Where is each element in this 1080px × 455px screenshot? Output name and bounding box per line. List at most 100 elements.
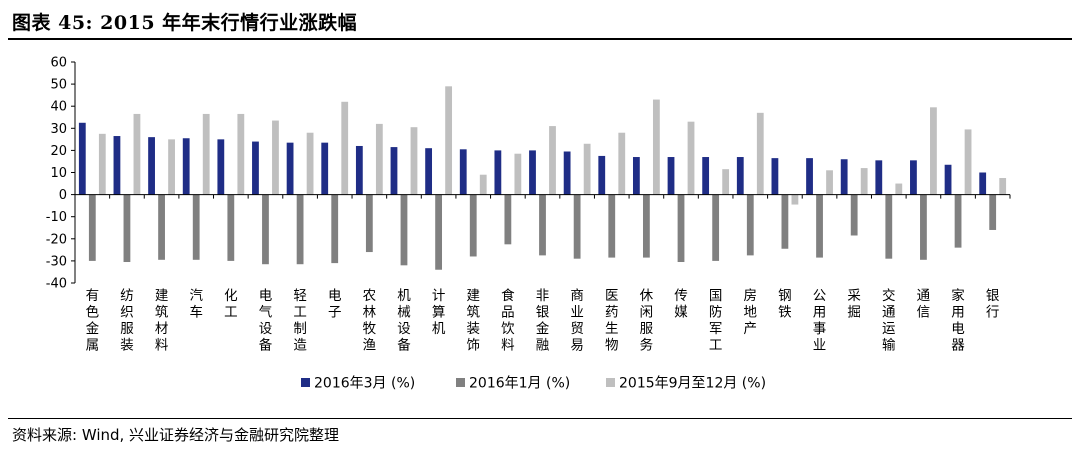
bar-series2-25 (955, 195, 962, 248)
bar-series3-7 (341, 102, 348, 195)
bar-series1-3 (183, 138, 190, 194)
bar-series1-12 (494, 150, 501, 194)
category-label: 农林牧渔 (363, 288, 377, 354)
category-label: 通信 (917, 288, 931, 321)
y-tick-label: -20 (46, 232, 67, 247)
bar-series2-15 (608, 195, 615, 258)
bar-series3-24 (930, 107, 937, 194)
category-label: 家用电器 (951, 287, 965, 354)
bar-series3-23 (895, 184, 902, 195)
bar-series1-26 (979, 173, 986, 195)
category-label: 医药生物 (605, 288, 619, 354)
category-label: 公用事业 (813, 288, 827, 354)
source-rule (8, 418, 1072, 419)
source-note: 资料来源: Wind, 兴业证券经济与金融研究院整理 (12, 424, 339, 445)
bar-series3-14 (584, 144, 591, 195)
legend-label-1: 2016年3月 (%) (314, 376, 415, 392)
bar-series1-5 (252, 142, 259, 195)
bar-series3-19 (757, 113, 764, 195)
bar-series1-10 (425, 148, 432, 194)
category-label: 机械设备 (397, 288, 411, 354)
y-tick-label: -30 (46, 254, 67, 269)
category-label: 建筑装饰 (466, 288, 480, 354)
bar-series2-21 (816, 195, 823, 258)
bar-series1-17 (668, 157, 675, 195)
bar-series3-5 (272, 121, 279, 195)
bar-series1-13 (529, 150, 536, 194)
bar-series2-2 (158, 195, 165, 260)
category-label: 食品饮料 (501, 287, 515, 354)
y-tick-label: 60 (50, 56, 67, 71)
y-tick-label: -10 (46, 210, 67, 225)
bar-series2-18 (712, 195, 719, 261)
bar-series3-9 (411, 127, 418, 194)
bar-series3-4 (237, 114, 244, 195)
category-label: 传媒 (674, 288, 688, 321)
bar-series2-22 (851, 195, 858, 236)
bar-series3-8 (376, 124, 383, 195)
bar-series2-3 (193, 195, 200, 260)
bar-series2-1 (124, 195, 131, 262)
bar-series3-1 (134, 114, 141, 195)
bar-series1-25 (945, 165, 952, 195)
bar-series1-4 (217, 139, 224, 194)
bar-series1-1 (114, 136, 121, 195)
bar-series3-16 (653, 100, 660, 195)
bar-series1-0 (79, 123, 86, 195)
category-label: 休闲服务 (640, 288, 654, 354)
bar-series3-22 (861, 168, 868, 195)
bar-series1-7 (321, 143, 328, 195)
bar-series3-12 (514, 154, 521, 195)
bar-series2-17 (678, 195, 685, 262)
category-label: 国防军工 (709, 288, 723, 354)
category-label: 有色金属 (86, 288, 100, 354)
bar-series2-14 (574, 195, 581, 259)
bar-series3-11 (480, 175, 487, 195)
bar-series1-8 (356, 146, 363, 195)
category-label: 纺织服装 (120, 288, 134, 354)
legend-swatch-2 (456, 378, 465, 387)
category-label: 化工 (224, 288, 238, 321)
bar-series2-6 (297, 195, 304, 265)
bar-series2-16 (643, 195, 650, 258)
category-label: 计算机 (432, 288, 446, 337)
y-tick-label: 30 (50, 122, 67, 137)
bar-series2-26 (989, 195, 996, 230)
bar-series1-18 (702, 157, 709, 195)
bar-series2-13 (539, 195, 546, 256)
category-label: 房地产 (744, 288, 758, 337)
bar-series3-21 (826, 170, 833, 194)
legend-label-3: 2015年9月至12月 (%) (619, 376, 766, 392)
category-label: 银行 (986, 288, 1000, 321)
bar-series2-19 (747, 195, 754, 256)
bar-series3-6 (307, 133, 314, 195)
bar-series2-7 (331, 195, 338, 264)
bar-series2-0 (89, 195, 96, 261)
bar-series2-5 (262, 195, 269, 265)
bar-series2-20 (782, 195, 789, 249)
category-label: 交通运输 (882, 287, 896, 354)
bar-series3-25 (965, 129, 972, 194)
bar-series1-24 (910, 160, 917, 194)
bar-series1-9 (391, 147, 398, 195)
y-tick-label: 10 (50, 166, 67, 181)
bar-series2-4 (227, 195, 234, 261)
bar-series1-21 (806, 158, 813, 194)
bar-series3-3 (203, 114, 210, 195)
category-label: 电气设备 (259, 288, 273, 354)
y-tick-label: 40 (50, 100, 67, 115)
bar-series2-8 (366, 195, 373, 252)
bar-series2-24 (920, 195, 927, 260)
bar-series1-23 (875, 160, 882, 194)
bar-series1-19 (737, 157, 744, 195)
bar-series2-12 (504, 195, 511, 245)
legend-swatch-1 (301, 378, 310, 387)
y-tick-label: 50 (50, 78, 67, 93)
category-label: 汽车 (189, 288, 203, 321)
bar-series3-26 (999, 178, 1006, 195)
bar-series3-13 (549, 126, 556, 195)
bar-series3-0 (99, 134, 106, 195)
legend-swatch-3 (606, 378, 615, 387)
bar-series1-11 (460, 149, 467, 194)
bar-series2-23 (885, 195, 892, 259)
